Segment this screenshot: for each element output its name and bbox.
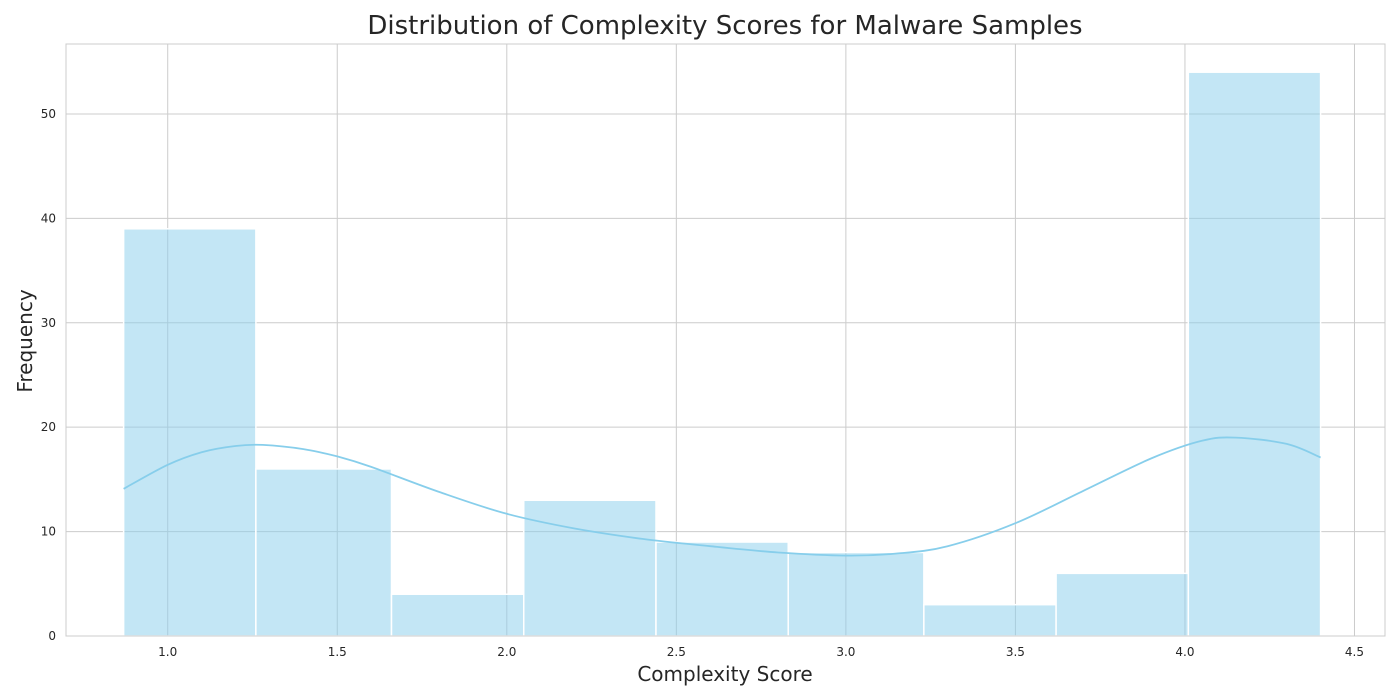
y-axis-label: Frequency	[13, 289, 37, 392]
x-tick-label: 4.5	[1345, 645, 1364, 659]
x-tick-label: 3.0	[836, 645, 855, 659]
histogram-bar	[655, 541, 789, 637]
x-tick-label: 3.5	[1006, 645, 1025, 659]
histogram-bar	[390, 593, 525, 637]
histogram-bars	[122, 71, 1322, 637]
y-tick-label: 50	[41, 107, 56, 121]
y-tick-label: 30	[41, 316, 56, 330]
grid-lines	[66, 44, 1385, 637]
histogram-bar	[1055, 572, 1190, 637]
kde-curve	[123, 436, 1321, 557]
y-tick-label: 40	[41, 211, 56, 225]
histogram-bar	[122, 228, 257, 637]
y-tick-label: 20	[41, 420, 56, 434]
y-tick-label: 0	[48, 629, 56, 643]
histogram-bar	[523, 499, 657, 637]
x-tick-label: 1.5	[328, 645, 347, 659]
x-tick-labels: 1.0 1.5 2.0 2.5 3.0 3.5 4.0 4.5	[158, 645, 1364, 659]
x-axis-label: Complexity Score	[637, 662, 812, 686]
histogram-bar	[255, 468, 393, 637]
chart-title: Distribution of Complexity Scores for Ma…	[367, 11, 1082, 41]
histogram-bar	[923, 603, 1057, 637]
y-tick-labels: 0 10 20 30 40 50	[41, 107, 56, 643]
histogram-bar	[1187, 71, 1322, 637]
x-tick-label: 1.0	[158, 645, 177, 659]
histogram-bar	[787, 551, 925, 637]
plot-frame	[65, 43, 1386, 637]
x-tick-label: 4.0	[1175, 645, 1194, 659]
y-tick-label: 10	[41, 525, 56, 539]
x-tick-label: 2.0	[497, 645, 516, 659]
x-tick-label: 2.5	[667, 645, 686, 659]
